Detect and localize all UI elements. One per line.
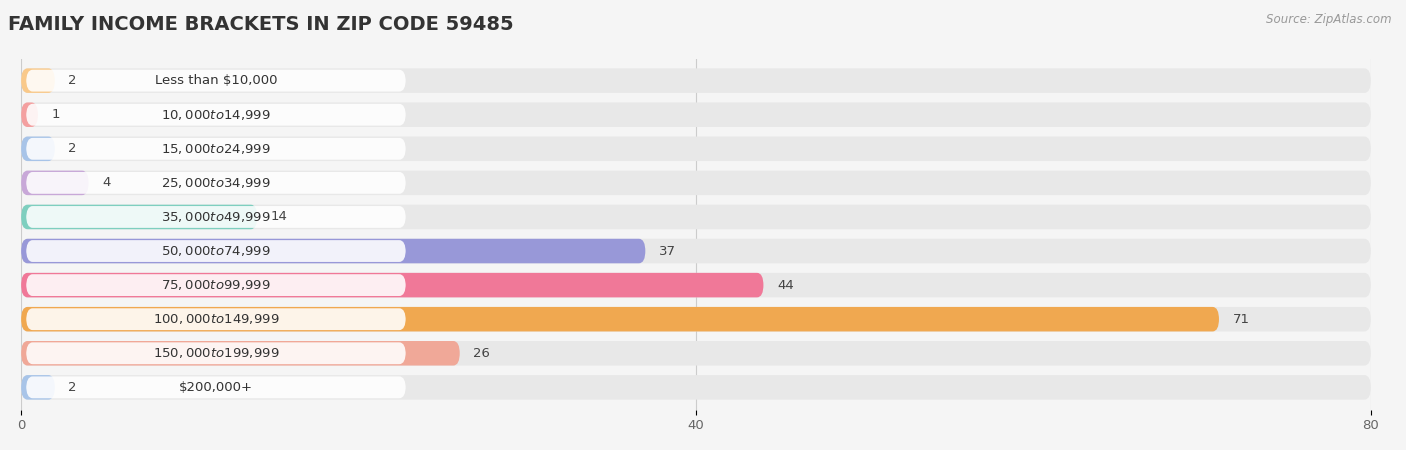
Text: $100,000 to $149,999: $100,000 to $149,999: [153, 312, 280, 326]
Text: 71: 71: [1233, 313, 1250, 326]
Text: Source: ZipAtlas.com: Source: ZipAtlas.com: [1267, 14, 1392, 27]
FancyBboxPatch shape: [21, 205, 1371, 229]
FancyBboxPatch shape: [21, 273, 763, 297]
Text: 4: 4: [103, 176, 111, 189]
FancyBboxPatch shape: [21, 239, 645, 263]
Text: $50,000 to $74,999: $50,000 to $74,999: [162, 244, 271, 258]
Text: $200,000+: $200,000+: [179, 381, 253, 394]
FancyBboxPatch shape: [21, 103, 1371, 127]
Text: 2: 2: [69, 381, 77, 394]
FancyBboxPatch shape: [21, 68, 55, 93]
Text: $35,000 to $49,999: $35,000 to $49,999: [162, 210, 271, 224]
FancyBboxPatch shape: [21, 103, 38, 127]
Text: Less than $10,000: Less than $10,000: [155, 74, 277, 87]
Text: 1: 1: [52, 108, 60, 121]
Text: FAMILY INCOME BRACKETS IN ZIP CODE 59485: FAMILY INCOME BRACKETS IN ZIP CODE 59485: [7, 15, 513, 34]
FancyBboxPatch shape: [21, 136, 55, 161]
FancyBboxPatch shape: [27, 308, 406, 330]
FancyBboxPatch shape: [21, 239, 1371, 263]
FancyBboxPatch shape: [21, 307, 1219, 332]
FancyBboxPatch shape: [21, 136, 1371, 161]
FancyBboxPatch shape: [21, 375, 1371, 400]
FancyBboxPatch shape: [27, 377, 406, 398]
Text: $75,000 to $99,999: $75,000 to $99,999: [162, 278, 271, 292]
FancyBboxPatch shape: [27, 138, 406, 160]
Text: $150,000 to $199,999: $150,000 to $199,999: [153, 346, 280, 360]
FancyBboxPatch shape: [21, 341, 1371, 365]
FancyBboxPatch shape: [27, 240, 406, 262]
FancyBboxPatch shape: [27, 104, 406, 126]
Text: 2: 2: [69, 142, 77, 155]
FancyBboxPatch shape: [21, 205, 257, 229]
FancyBboxPatch shape: [21, 68, 1371, 93]
Text: $25,000 to $34,999: $25,000 to $34,999: [162, 176, 271, 190]
FancyBboxPatch shape: [21, 171, 89, 195]
FancyBboxPatch shape: [21, 341, 460, 365]
Text: 26: 26: [474, 347, 491, 360]
Text: 44: 44: [778, 279, 794, 292]
Text: $15,000 to $24,999: $15,000 to $24,999: [162, 142, 271, 156]
FancyBboxPatch shape: [27, 342, 406, 364]
FancyBboxPatch shape: [27, 172, 406, 194]
FancyBboxPatch shape: [21, 273, 1371, 297]
Text: $10,000 to $14,999: $10,000 to $14,999: [162, 108, 271, 122]
Text: 2: 2: [69, 74, 77, 87]
FancyBboxPatch shape: [21, 307, 1371, 332]
FancyBboxPatch shape: [27, 70, 406, 91]
Text: 37: 37: [659, 244, 676, 257]
FancyBboxPatch shape: [21, 171, 1371, 195]
FancyBboxPatch shape: [27, 206, 406, 228]
Text: 14: 14: [271, 211, 288, 224]
FancyBboxPatch shape: [27, 274, 406, 296]
FancyBboxPatch shape: [21, 375, 55, 400]
